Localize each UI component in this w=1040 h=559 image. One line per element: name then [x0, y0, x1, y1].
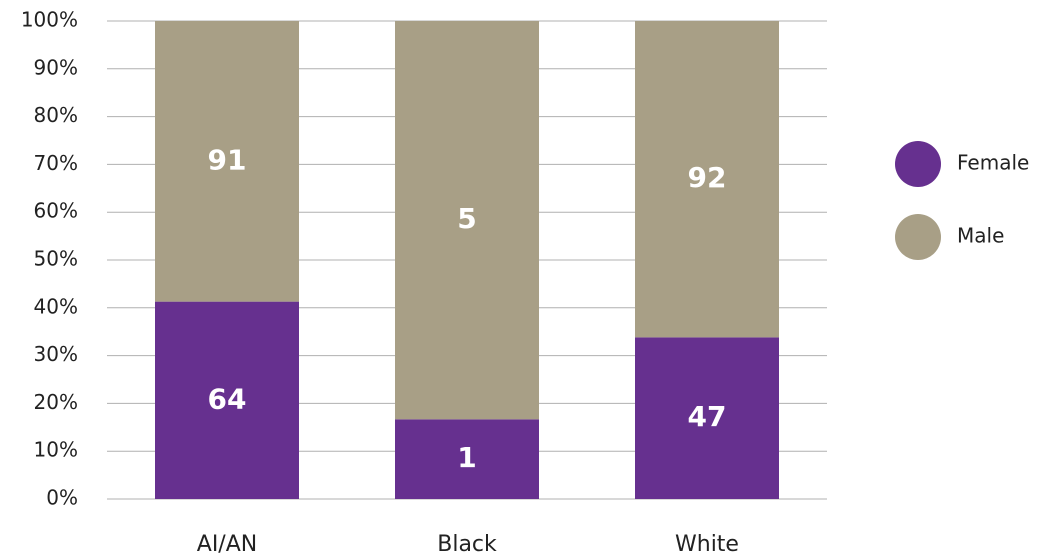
y-tick-label: 60%	[34, 199, 78, 223]
x-tick-label: AI/AN	[197, 532, 257, 557]
legend-swatch	[895, 214, 941, 260]
bar-segment	[635, 21, 779, 338]
y-tick-label: 0%	[46, 486, 78, 510]
data-label: 91	[208, 143, 247, 176]
y-tick-label: 100%	[21, 8, 78, 32]
bar-segment	[395, 21, 539, 420]
data-label: 47	[688, 400, 727, 433]
y-tick-label: 70%	[34, 151, 78, 175]
data-label: 92	[688, 161, 727, 194]
legend-label: Male	[957, 224, 1004, 248]
legend-swatch	[895, 141, 941, 187]
y-tick-label: 80%	[34, 103, 78, 127]
bar-segment	[635, 337, 779, 499]
y-tick-label: 20%	[34, 390, 78, 414]
data-label: 5	[457, 202, 476, 235]
bar-segment	[395, 419, 539, 499]
x-tick-label: White	[675, 532, 739, 557]
bar-segment	[155, 21, 299, 302]
y-tick-label: 50%	[34, 247, 78, 271]
y-tick-label: 10%	[34, 438, 78, 462]
y-tick-label: 40%	[34, 294, 78, 318]
data-label: 1	[457, 441, 476, 474]
bar-segment	[155, 301, 299, 499]
legend-label: Female	[957, 151, 1029, 175]
y-tick-label: 90%	[34, 55, 78, 79]
x-tick-label: Black	[437, 532, 497, 557]
data-label: 64	[208, 382, 247, 415]
y-tick-label: 30%	[34, 342, 78, 366]
